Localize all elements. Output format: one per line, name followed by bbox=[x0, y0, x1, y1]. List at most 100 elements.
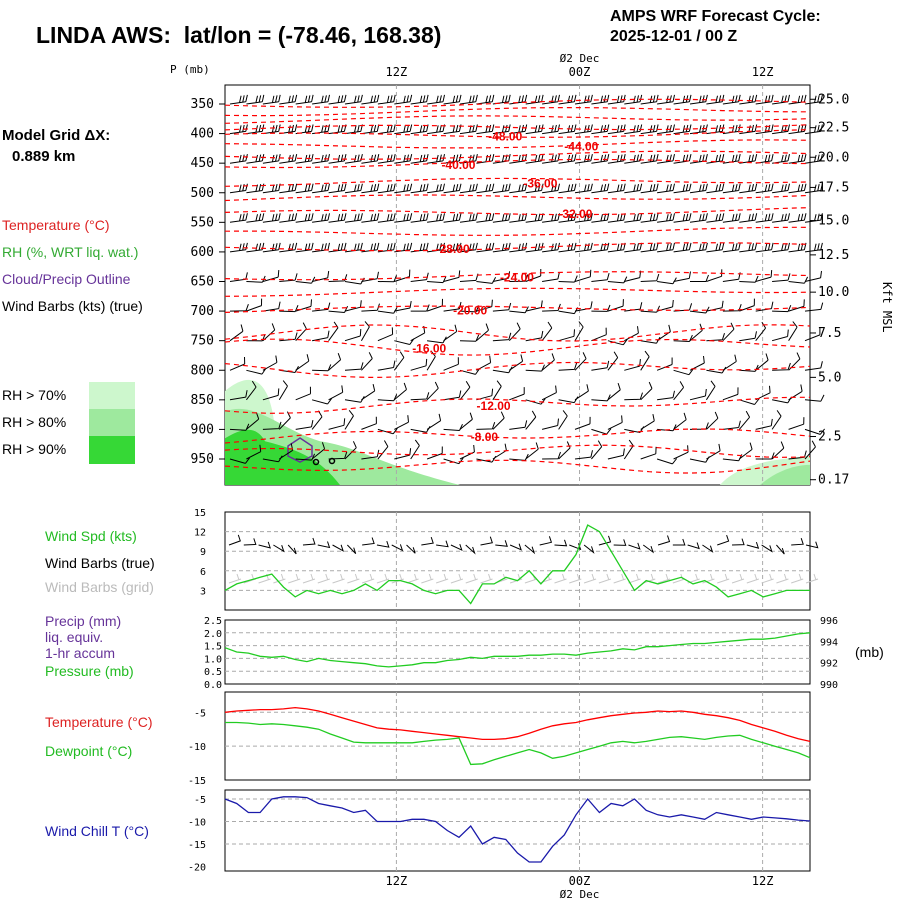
wind-barb bbox=[295, 242, 314, 253]
isotherm-line bbox=[224, 459, 811, 474]
wind-barb-grid bbox=[302, 573, 316, 584]
wind-barb bbox=[377, 327, 394, 342]
wind-barb bbox=[689, 306, 710, 314]
wind-barb bbox=[772, 183, 790, 194]
wind-barb bbox=[394, 301, 412, 312]
wind-barb-true bbox=[628, 542, 641, 550]
wind-barb bbox=[772, 124, 790, 135]
wind-barb bbox=[558, 153, 577, 164]
model-grid-label: Model Grid ΔX: bbox=[2, 127, 111, 144]
isotherm-line bbox=[224, 107, 810, 117]
wind-barb bbox=[443, 124, 462, 135]
wind-barb bbox=[788, 124, 807, 135]
wind-barb bbox=[591, 272, 610, 282]
wind-barb-true bbox=[362, 537, 375, 546]
isotherm-label: -36.00 bbox=[523, 176, 557, 190]
legend-rh70-swatch bbox=[89, 382, 135, 409]
isotherm-line bbox=[224, 115, 811, 124]
wind-barb bbox=[394, 183, 413, 194]
wind-barb bbox=[772, 273, 791, 282]
wind-barb bbox=[328, 213, 347, 223]
wind-barb bbox=[640, 350, 650, 371]
wind-barb bbox=[558, 213, 577, 223]
precip-tick-label: 2.0 bbox=[204, 629, 222, 640]
wind-barb bbox=[574, 269, 592, 282]
isotherm-label: -24.00 bbox=[500, 270, 534, 284]
wind-barb bbox=[689, 153, 708, 164]
wind-barb bbox=[739, 442, 753, 460]
wind-barb bbox=[607, 382, 621, 401]
wind-barb-grid bbox=[746, 573, 759, 584]
precip-tick-label: 2.5 bbox=[204, 616, 222, 627]
wind-barb bbox=[591, 394, 611, 402]
wind-barb bbox=[361, 383, 376, 401]
wind-barb bbox=[328, 418, 346, 430]
wind-barb bbox=[410, 358, 428, 371]
wind-barb bbox=[328, 321, 339, 341]
wind-barb bbox=[229, 94, 248, 105]
wind-barb bbox=[394, 242, 413, 253]
cycle-value: 2025-12-01 / 00 Z bbox=[610, 28, 738, 45]
wind-barb bbox=[278, 411, 291, 430]
wind-barb bbox=[607, 213, 626, 223]
wind-barb bbox=[295, 419, 314, 430]
wind-barb bbox=[426, 413, 442, 430]
wind-barb bbox=[624, 124, 643, 135]
wind-barb bbox=[312, 330, 330, 342]
station-name: LINDA AWS: bbox=[36, 22, 172, 48]
wind-barb bbox=[722, 242, 741, 253]
wind-barb bbox=[377, 360, 396, 371]
wind-barb bbox=[574, 352, 587, 371]
wind-barb bbox=[492, 271, 511, 282]
wind-barb bbox=[542, 213, 560, 223]
wind-tick-label: 6 bbox=[200, 567, 206, 578]
pressure-tick-label: 350 bbox=[191, 97, 214, 112]
pressure-tick-label: 600 bbox=[191, 245, 214, 260]
wind-barb bbox=[328, 183, 347, 194]
wind-barb bbox=[427, 124, 445, 135]
pressure-tick-label: 900 bbox=[191, 422, 214, 437]
isotherm-line bbox=[224, 129, 811, 138]
wind-barb bbox=[394, 415, 409, 430]
wind-barb bbox=[591, 94, 610, 105]
wind-barb bbox=[328, 153, 347, 164]
wind-barb bbox=[246, 183, 265, 194]
top-time-label: 00Z bbox=[569, 65, 591, 79]
wind-barb bbox=[443, 390, 462, 401]
legend-rh70-label: RH > 70% bbox=[2, 387, 67, 403]
temp-tick-label: -5 bbox=[194, 708, 206, 719]
wind-barb bbox=[788, 213, 807, 223]
isotherm-line bbox=[224, 324, 811, 342]
wind-barb bbox=[492, 183, 511, 194]
wind-barb bbox=[788, 242, 807, 253]
wind-barb bbox=[755, 418, 773, 430]
wind-barb bbox=[558, 362, 578, 371]
isotherm-line bbox=[224, 158, 811, 169]
wind-barb bbox=[739, 124, 758, 135]
wind-barb bbox=[279, 183, 298, 194]
wind-barb bbox=[262, 213, 281, 223]
wind-barb bbox=[361, 416, 377, 430]
wind-barb bbox=[657, 183, 675, 194]
wind-barb bbox=[443, 242, 462, 253]
wind-barb-true bbox=[391, 544, 404, 552]
wind-barb bbox=[722, 322, 735, 342]
wind-barb-true bbox=[480, 536, 493, 546]
legend-rh90-swatch bbox=[89, 436, 135, 464]
wind-barb bbox=[361, 124, 380, 135]
wind-barb bbox=[755, 124, 774, 135]
wind-barb bbox=[607, 338, 628, 346]
wind-barb bbox=[344, 328, 362, 342]
wind-barb bbox=[624, 392, 643, 401]
wind-barb bbox=[772, 305, 792, 313]
wind-barb bbox=[624, 94, 643, 105]
wind-barb bbox=[804, 302, 824, 312]
wind-barb bbox=[788, 352, 801, 371]
wind-barb bbox=[755, 153, 774, 164]
wind-barb bbox=[509, 183, 528, 194]
wind-barb bbox=[344, 94, 363, 105]
wind-barb bbox=[525, 442, 539, 460]
height-tick-label: 2.5 bbox=[818, 430, 841, 445]
wind-barb bbox=[673, 412, 687, 430]
wind-barb bbox=[295, 386, 311, 401]
